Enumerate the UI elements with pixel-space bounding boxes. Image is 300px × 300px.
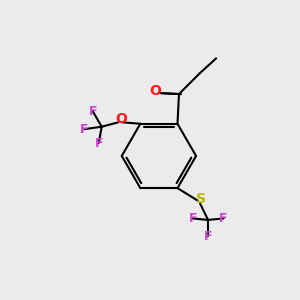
- Text: F: F: [94, 136, 103, 150]
- Text: S: S: [196, 192, 206, 206]
- Text: O: O: [116, 112, 127, 126]
- Text: F: F: [204, 230, 212, 243]
- Text: F: F: [219, 212, 228, 225]
- Text: O: O: [149, 84, 161, 98]
- Text: F: F: [80, 123, 89, 136]
- Text: F: F: [88, 105, 97, 118]
- Text: F: F: [188, 212, 197, 225]
